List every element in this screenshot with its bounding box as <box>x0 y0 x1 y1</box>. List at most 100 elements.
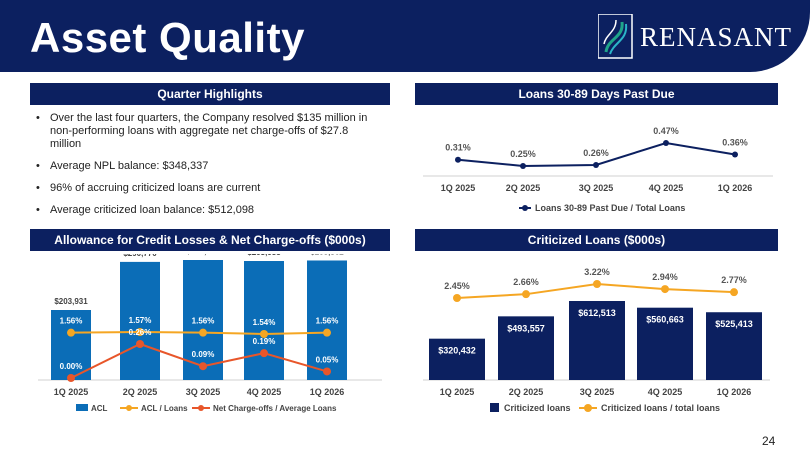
legend-label: Criticized loans <box>504 403 571 413</box>
legend-label: Criticized loans / total loans <box>601 403 720 413</box>
legend-label: ACL / Loans <box>141 404 188 413</box>
data-label-acl-loans: 1.56% <box>60 317 83 326</box>
x-tick-label: 1Q 2026 <box>717 387 752 397</box>
bar-value-label: $295,862 <box>310 254 344 256</box>
data-label-acl-loans: 1.56% <box>316 317 339 326</box>
bar-value-label: $320,432 <box>438 346 476 356</box>
loans-past-due-chart: 0.31% 0.25% 0.26% 0.47% 0.36% 1Q 2025 2Q 2025 3… <box>423 126 773 213</box>
legend-marker-net-charge-offs <box>198 405 204 411</box>
data-point <box>520 163 526 169</box>
highlight-item: Over the last four quarters, the Company… <box>34 112 374 151</box>
data-label-criticized-ratio: 3.22% <box>584 267 610 277</box>
criticized-loans-heading: Criticized Loans ($000s) <box>415 229 778 251</box>
data-label-net-charge-offs: 0.26% <box>129 328 152 337</box>
quarter-highlights-heading: Quarter Highlights <box>30 83 390 105</box>
bar-criticized-loans <box>637 307 693 380</box>
legend-label: Loans 30-89 Past Due / Total Loans <box>535 203 685 213</box>
legend-swatch-criticized-loans <box>490 403 499 412</box>
data-point-acl-loans <box>136 328 144 336</box>
bar-criticized-loans <box>569 301 625 380</box>
logo-wordmark: RENASANT <box>640 22 793 52</box>
data-label-criticized-ratio: 2.77% <box>721 275 747 285</box>
page-title: Asset Quality <box>30 14 305 61</box>
data-label-criticized-ratio: 2.94% <box>652 272 678 282</box>
bar-acl <box>120 261 160 380</box>
data-point-net-charge-offs <box>323 367 331 376</box>
bar-acl <box>307 260 347 380</box>
acl-chart: $203,931 $290,770 $297,591 $293,955 $295,862… <box>38 254 382 413</box>
highlights-list: Over the last four quarters, the Company… <box>34 112 374 226</box>
x-tick-label: 2Q 2025 <box>506 183 541 193</box>
x-tick-label: 2Q 2025 <box>509 387 544 397</box>
bar-value-label: $290,770 <box>123 254 157 258</box>
bar-value-label: $203,931 <box>54 297 88 306</box>
x-tick-label: 3Q 2025 <box>579 183 614 193</box>
data-point-net-charge-offs <box>67 374 75 382</box>
data-label-net-charge-offs: 0.05% <box>316 355 339 364</box>
x-tick-label: 1Q 2025 <box>441 183 476 193</box>
data-point <box>663 140 669 146</box>
bar-criticized-loans <box>706 312 762 380</box>
x-tick-label: 1Q 2025 <box>440 387 475 397</box>
bar-value-label: $293,955 <box>247 254 281 257</box>
page-number: 24 <box>762 434 776 448</box>
legend-swatch-acl <box>76 404 88 411</box>
bar-value-label: $525,413 <box>715 319 753 329</box>
bar-value-label: $560,663 <box>646 315 684 325</box>
data-point-criticized-ratio <box>730 288 738 297</box>
title-banner <box>0 0 810 72</box>
data-point-acl-loans <box>260 330 268 338</box>
legend-marker <box>522 205 528 211</box>
x-tick-label: 3Q 2025 <box>186 387 221 397</box>
data-point <box>732 151 738 158</box>
x-tick-label: 4Q 2025 <box>648 387 683 397</box>
highlight-item: Average NPL balance: $348,337 <box>34 160 374 173</box>
legend-marker-acl-loans <box>126 405 132 411</box>
acl-heading: Allowance for Credit Losses & Net Charge… <box>30 229 390 251</box>
data-label-net-charge-offs: 0.19% <box>253 337 276 346</box>
x-tick-label: 1Q 2026 <box>310 387 345 397</box>
x-tick-label: 1Q 2025 <box>54 387 89 397</box>
data-point <box>455 156 461 163</box>
data-label-net-charge-offs: 0.09% <box>192 350 215 359</box>
x-tick-label: 4Q 2025 <box>247 387 282 397</box>
data-label-acl-loans: 1.56% <box>192 317 215 326</box>
x-tick-label: 2Q 2025 <box>123 387 158 397</box>
bar-criticized-loans <box>429 338 485 380</box>
loans-past-due-heading: Loans 30-89 Days Past Due <box>415 83 778 105</box>
data-label: 0.31% <box>445 143 471 153</box>
criticized-loans-chart: $320,432 $493,557 $612,513 $560,663 $525,413… <box>423 267 770 413</box>
data-label-acl-loans: 1.54% <box>253 318 276 327</box>
data-point-net-charge-offs <box>260 349 268 358</box>
data-point-acl-loans <box>67 328 75 337</box>
data-point <box>593 161 599 168</box>
legend-marker-criticized-ratio <box>584 404 592 412</box>
bar-acl <box>244 261 284 380</box>
data-point-net-charge-offs <box>199 362 207 371</box>
data-label-acl-loans: 1.57% <box>129 316 152 325</box>
data-label: 0.36% <box>722 138 748 148</box>
data-label: 0.47% <box>653 126 679 136</box>
bar-acl <box>51 310 91 380</box>
data-label-criticized-ratio: 2.45% <box>444 281 470 291</box>
legend-label: ACL <box>91 404 108 413</box>
x-tick-label: 4Q 2025 <box>649 183 684 193</box>
highlight-item: 96% of accruing criticized loans are cur… <box>34 182 374 195</box>
data-label-criticized-ratio: 2.66% <box>513 277 539 287</box>
bar-value-label: $493,557 <box>507 323 545 333</box>
data-point-net-charge-offs <box>136 340 144 348</box>
data-point-criticized-ratio <box>522 290 530 299</box>
bar-value-label: $297,591 <box>186 254 220 256</box>
bar-value-label: $612,513 <box>578 308 616 318</box>
legend-label: Net Charge-offs / Average Loans <box>213 404 337 413</box>
data-point-acl-loans <box>199 328 207 337</box>
renasant-logo <box>598 14 633 59</box>
data-point-criticized-ratio <box>593 280 601 288</box>
bar-criticized-loans <box>498 316 554 380</box>
data-point-criticized-ratio <box>661 285 669 294</box>
x-tick-label: 3Q 2025 <box>580 387 615 397</box>
data-point-acl-loans <box>323 328 331 337</box>
data-label: 0.26% <box>583 148 609 158</box>
data-label-net-charge-offs: 0.00% <box>60 362 83 371</box>
x-tick-label: 1Q 2026 <box>718 183 753 193</box>
